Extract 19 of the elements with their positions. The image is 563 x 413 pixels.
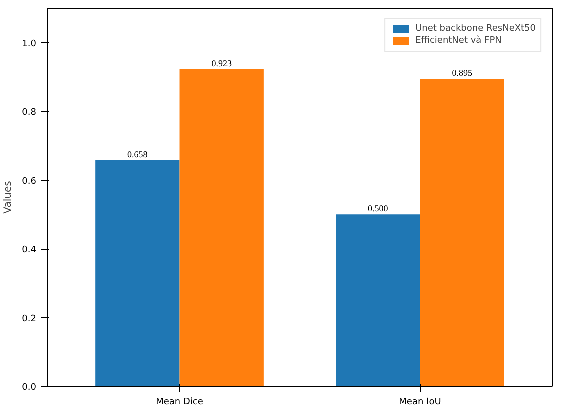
bar xyxy=(180,69,264,386)
data-label: 0.658 xyxy=(128,149,148,160)
x-tick-label: Mean Dice xyxy=(156,398,204,408)
data-label: 0.500 xyxy=(368,204,389,214)
y-tick-label: 0.8 xyxy=(22,108,37,118)
legend-label: Unet backbone ResNeXt50 xyxy=(416,24,536,34)
bar xyxy=(336,214,420,386)
data-label: 0.923 xyxy=(212,58,232,68)
y-tick-label: 1.0 xyxy=(22,39,37,50)
data-label: 0.895 xyxy=(452,68,473,78)
bar xyxy=(96,160,180,386)
y-tick-label: 0.4 xyxy=(22,246,37,256)
x-tick-label: Mean IoU xyxy=(399,398,442,408)
y-tick-label: 0.0 xyxy=(22,383,37,393)
y-tick-label: 0.2 xyxy=(22,314,37,324)
y-axis-title: Values xyxy=(3,181,14,214)
legend-label: EfficientNet và FPN xyxy=(416,36,502,46)
bar xyxy=(420,78,504,386)
y-tick-label: 0.6 xyxy=(22,176,37,187)
